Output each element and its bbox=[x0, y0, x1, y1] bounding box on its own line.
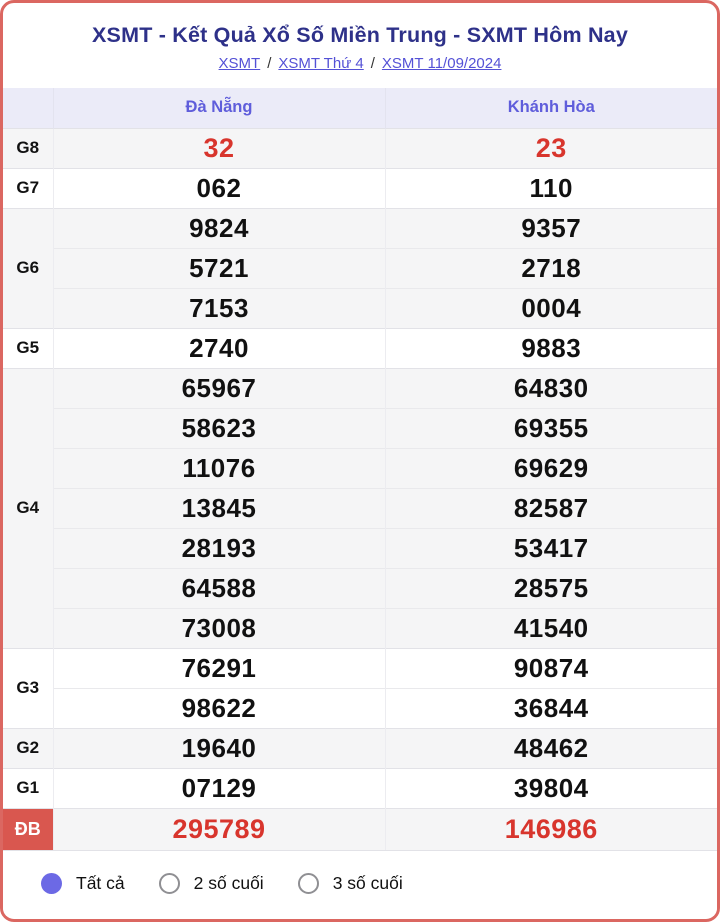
radio-unselected-icon[interactable] bbox=[158, 873, 180, 894]
result-value-g4-col1: 58623 bbox=[53, 407, 385, 448]
result-value-g3-col1: 98622 bbox=[53, 687, 385, 728]
result-value-g4-col1: 73008 bbox=[53, 607, 385, 648]
result-row-g8: G8 32 23 bbox=[3, 127, 717, 168]
result-value-g4-col1: 13845 bbox=[53, 487, 385, 528]
prize-column-header bbox=[3, 88, 53, 128]
result-value-g4-col1: 65967 bbox=[53, 367, 385, 408]
prize-label-g7: G7 bbox=[3, 167, 54, 208]
page-title: XSMT - Kết Quả Xổ Số Miền Trung - SXMT H… bbox=[92, 23, 628, 47]
result-value-g3-col2: 90874 bbox=[384, 647, 717, 688]
filter-options: Tất cả 2 số cuối 3 số cuối bbox=[3, 850, 717, 916]
result-value-g1-col1: 07129 bbox=[53, 767, 385, 808]
radio-unselected-icon[interactable] bbox=[297, 873, 319, 894]
filter-option-all[interactable]: Tất cả bbox=[41, 873, 125, 894]
prize-label-g8: G8 bbox=[3, 127, 54, 168]
breadcrumb: XSMT / XSMT Thứ 4 / XSMT 11/09/2024 bbox=[219, 55, 502, 72]
result-row-g1: G1 07129 39804 bbox=[3, 767, 717, 808]
result-value-g7-col1: 062 bbox=[53, 167, 385, 208]
filter-option-last-3-digits[interactable]: 3 số cuối bbox=[297, 873, 403, 894]
breadcrumb-separator: / bbox=[370, 55, 375, 72]
prize-label-g1: G1 bbox=[3, 767, 54, 808]
result-value-đb-col1: 295789 bbox=[53, 807, 385, 850]
results-table: Đà Nẵng Khánh Hòa G8 32 23 G7 062 110 G6 9824 93… bbox=[3, 88, 717, 850]
result-value-g4-col2: 41540 bbox=[384, 607, 717, 648]
result-value-g2-col1: 19640 bbox=[53, 727, 385, 768]
result-value-g5-col1: 2740 bbox=[53, 327, 385, 368]
result-value-g8-col1: 32 bbox=[53, 127, 385, 168]
result-value-g4-col1: 28193 bbox=[53, 527, 385, 568]
radio-selected-icon[interactable] bbox=[41, 873, 62, 894]
breadcrumb-link-xsmt-date[interactable]: XSMT 11/09/2024 bbox=[381, 55, 502, 72]
result-value-g6-col1: 5721 bbox=[53, 247, 385, 288]
result-value-g3-col2: 36844 bbox=[384, 687, 717, 728]
page-header: XSMT - Kết Quả Xổ Số Miền Trung - SXMT H… bbox=[3, 3, 717, 88]
result-row-g4-2: 58623 69355 bbox=[3, 407, 717, 448]
result-value-g4-col1: 64588 bbox=[53, 567, 385, 608]
result-row-g5: G5 2740 9883 bbox=[3, 327, 717, 368]
result-value-g3-col1: 76291 bbox=[53, 647, 385, 688]
result-row-g3-2: 98622 36844 bbox=[3, 687, 717, 728]
prize-label-g4: G4 bbox=[3, 367, 54, 648]
result-value-g4-col2: 69355 bbox=[384, 407, 717, 448]
filter-option-label: Tất cả bbox=[76, 873, 125, 893]
result-row-g4-4: 13845 82587 bbox=[3, 487, 717, 528]
result-value-g8-col2: 23 bbox=[384, 127, 717, 168]
result-value-g4-col2: 28575 bbox=[384, 567, 717, 608]
result-row-g6-2: 5721 2718 bbox=[3, 247, 717, 288]
result-value-g1-col2: 39804 bbox=[384, 767, 717, 808]
result-value-g5-col2: 9883 bbox=[384, 327, 717, 368]
prize-label-đb: ĐB bbox=[3, 807, 54, 850]
result-row-g4-6: 64588 28575 bbox=[3, 567, 717, 608]
table-header-row: Đà Nẵng Khánh Hòa bbox=[3, 88, 717, 128]
breadcrumb-link-xsmt-thu-4[interactable]: XSMT Thứ 4 bbox=[278, 55, 364, 72]
column-header-da-nang: Đà Nẵng bbox=[52, 88, 385, 128]
result-value-g2-col2: 48462 bbox=[384, 727, 717, 768]
result-value-g6-col2: 0004 bbox=[384, 287, 717, 328]
result-row-g6-1: G6 9824 9357 bbox=[3, 207, 717, 328]
result-value-g7-col2: 110 bbox=[384, 167, 717, 208]
prize-label-g5: G5 bbox=[3, 327, 54, 368]
result-value-g4-col2: 64830 bbox=[384, 367, 717, 408]
result-value-g6-col2: 2718 bbox=[384, 247, 717, 288]
result-row-g2: G2 19640 48462 bbox=[3, 727, 717, 768]
column-header-khanh-hoa: Khánh Hòa bbox=[384, 88, 717, 128]
result-row-g4-5: 28193 53417 bbox=[3, 527, 717, 568]
breadcrumb-separator: / bbox=[267, 55, 272, 72]
result-row-g3-1: G3 76291 90874 bbox=[3, 647, 717, 728]
filter-option-last-2-digits[interactable]: 2 số cuối bbox=[158, 873, 264, 894]
filter-option-label: 2 số cuối bbox=[193, 873, 264, 893]
result-value-g4-col2: 53417 bbox=[384, 527, 717, 568]
filter-option-label: 3 số cuối bbox=[332, 873, 403, 893]
result-value-g4-col1: 11076 bbox=[53, 447, 385, 488]
result-value-g6-col2: 9357 bbox=[384, 207, 717, 248]
result-value-g4-col2: 69629 bbox=[384, 447, 717, 488]
result-value-g6-col1: 7153 bbox=[53, 287, 385, 328]
result-row-g6-3: 7153 0004 bbox=[3, 287, 717, 328]
prize-label-g6: G6 bbox=[3, 207, 54, 328]
result-row-g4-1: G4 65967 64830 bbox=[3, 367, 717, 648]
result-value-g6-col1: 9824 bbox=[53, 207, 385, 248]
breadcrumb-link-xsmt[interactable]: XSMT bbox=[218, 55, 261, 72]
result-value-g4-col2: 82587 bbox=[384, 487, 717, 528]
result-row-đb: ĐB 295789 146986 bbox=[3, 807, 717, 850]
result-row-g4-3: 11076 69629 bbox=[3, 447, 717, 488]
prize-label-g3: G3 bbox=[3, 647, 54, 728]
prize-label-g2: G2 bbox=[3, 727, 54, 768]
result-row-g7: G7 062 110 bbox=[3, 167, 717, 208]
result-value-đb-col2: 146986 bbox=[384, 807, 717, 850]
result-row-g4-7: 73008 41540 bbox=[3, 607, 717, 648]
